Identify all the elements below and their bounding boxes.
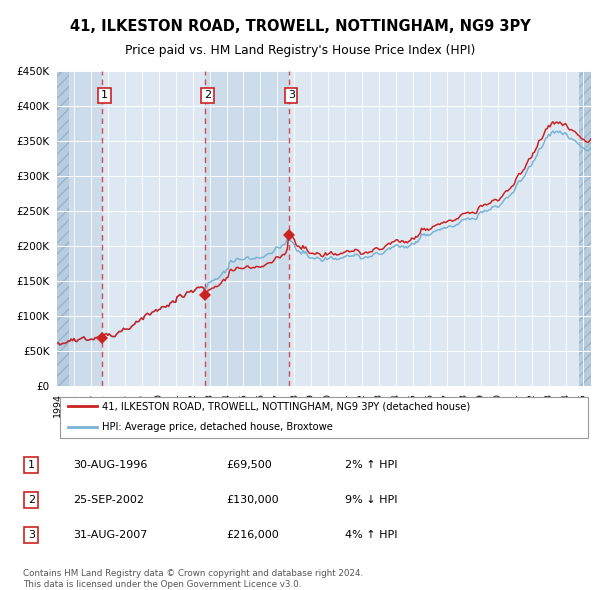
- Text: 31-AUG-2007: 31-AUG-2007: [74, 530, 148, 540]
- Bar: [69, 71, 102, 386]
- Text: 25-SEP-2002: 25-SEP-2002: [74, 495, 145, 505]
- Text: 4% ↑ HPI: 4% ↑ HPI: [345, 530, 397, 540]
- Bar: [205, 71, 289, 386]
- Text: 2: 2: [28, 495, 35, 505]
- Text: £130,000: £130,000: [226, 495, 279, 505]
- Text: 30-AUG-1996: 30-AUG-1996: [74, 460, 148, 470]
- Text: 1: 1: [28, 460, 35, 470]
- Text: £216,000: £216,000: [226, 530, 279, 540]
- Bar: [289, 71, 579, 386]
- Text: 2% ↑ HPI: 2% ↑ HPI: [345, 460, 397, 470]
- Text: 1: 1: [101, 90, 108, 100]
- Text: 41, ILKESTON ROAD, TROWELL, NOTTINGHAM, NG9 3PY: 41, ILKESTON ROAD, TROWELL, NOTTINGHAM, …: [70, 19, 530, 34]
- Text: This data is licensed under the Open Government Licence v3.0.: This data is licensed under the Open Gov…: [23, 579, 301, 589]
- Text: 3: 3: [288, 90, 295, 100]
- Text: Contains HM Land Registry data © Crown copyright and database right 2024.: Contains HM Land Registry data © Crown c…: [23, 569, 363, 578]
- Text: 2: 2: [204, 90, 211, 100]
- Bar: [102, 71, 205, 386]
- Text: £69,500: £69,500: [226, 460, 272, 470]
- Text: 9% ↓ HPI: 9% ↓ HPI: [345, 495, 397, 505]
- Text: Price paid vs. HM Land Registry's House Price Index (HPI): Price paid vs. HM Land Registry's House …: [125, 44, 475, 57]
- Text: 41, ILKESTON ROAD, TROWELL, NOTTINGHAM, NG9 3PY (detached house): 41, ILKESTON ROAD, TROWELL, NOTTINGHAM, …: [103, 401, 470, 411]
- Text: HPI: Average price, detached house, Broxtowe: HPI: Average price, detached house, Brox…: [103, 422, 333, 432]
- FancyBboxPatch shape: [59, 397, 589, 438]
- Text: 3: 3: [28, 530, 35, 540]
